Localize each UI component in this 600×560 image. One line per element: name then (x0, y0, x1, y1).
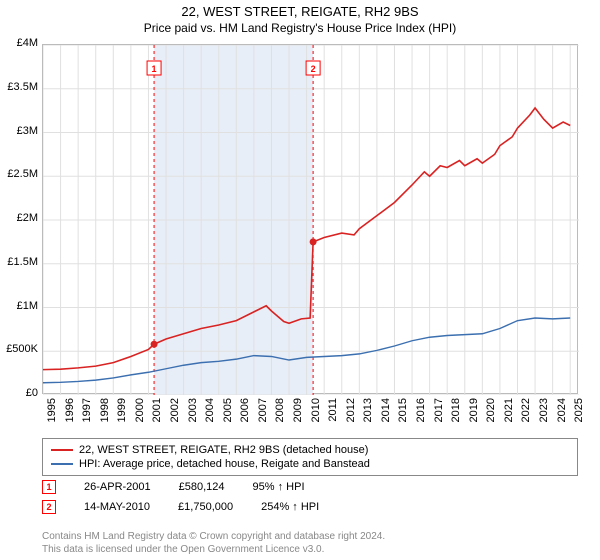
x-tick-label: 2002 (169, 398, 181, 438)
sale-row: 1 26-APR-2001 £580,124 95% ↑ HPI (42, 480, 578, 494)
footer-line: Contains HM Land Registry data © Crown c… (42, 530, 578, 543)
sale-marker-index: 2 (46, 502, 51, 512)
sale-date: 14-MAY-2010 (84, 501, 150, 513)
legend-row: 22, WEST STREET, REIGATE, RH2 9BS (detac… (51, 443, 569, 457)
svg-text:2: 2 (311, 64, 316, 74)
plot-area: 12 (42, 44, 578, 394)
sale-marker-icon: 1 (42, 480, 56, 494)
x-tick-label: 2022 (520, 398, 532, 438)
x-tick-label: 1999 (116, 398, 128, 438)
x-tick-label: 2000 (134, 398, 146, 438)
svg-text:1: 1 (152, 64, 157, 74)
footer-line: This data is licensed under the Open Gov… (42, 543, 578, 556)
legend-swatch-icon (51, 449, 73, 451)
sale-vs-hpi: 254% ↑ HPI (261, 501, 319, 513)
y-tick-label: £4M (0, 37, 38, 49)
x-tick-label: 2006 (239, 398, 251, 438)
x-tick-label: 2003 (187, 398, 199, 438)
x-tick-label: 2024 (556, 398, 568, 438)
legend-row: HPI: Average price, detached house, Reig… (51, 457, 569, 471)
x-tick-label: 2017 (433, 398, 445, 438)
legend-label: HPI: Average price, detached house, Reig… (79, 458, 370, 470)
sale-price: £1,750,000 (178, 501, 233, 513)
legend: 22, WEST STREET, REIGATE, RH2 9BS (detac… (42, 438, 578, 476)
x-tick-label: 2016 (415, 398, 427, 438)
x-tick-label: 2015 (397, 398, 409, 438)
chart-container: 22, WEST STREET, REIGATE, RH2 9BS Price … (0, 0, 600, 560)
x-tick-label: 1997 (81, 398, 93, 438)
x-tick-label: 2021 (503, 398, 515, 438)
y-tick-label: £2M (0, 212, 38, 224)
x-tick-label: 2020 (485, 398, 497, 438)
chart-svg: 12 (43, 45, 579, 395)
y-tick-label: £3.5M (0, 81, 38, 93)
x-tick-label: 2011 (327, 398, 339, 438)
footer: Contains HM Land Registry data © Crown c… (42, 530, 578, 556)
x-tick-label: 2014 (380, 398, 392, 438)
x-tick-label: 2008 (274, 398, 286, 438)
y-tick-label: £2.5M (0, 168, 38, 180)
x-tick-label: 2018 (450, 398, 462, 438)
x-tick-label: 2004 (204, 398, 216, 438)
x-tick-label: 1995 (46, 398, 58, 438)
sale-marker-index: 1 (46, 482, 51, 492)
legend-swatch-icon (51, 463, 73, 465)
x-tick-label: 2019 (468, 398, 480, 438)
y-tick-label: £500K (0, 343, 38, 355)
x-tick-label: 2013 (362, 398, 374, 438)
chart-subtitle: Price paid vs. HM Land Registry's House … (0, 19, 600, 41)
y-tick-label: £1.5M (0, 256, 38, 268)
sale-price: £580,124 (179, 481, 225, 493)
x-tick-label: 2009 (292, 398, 304, 438)
sale-marker-icon: 2 (42, 500, 56, 514)
x-tick-label: 2012 (345, 398, 357, 438)
y-tick-label: £1M (0, 300, 38, 312)
x-tick-label: 2005 (222, 398, 234, 438)
x-tick-label: 2010 (310, 398, 322, 438)
x-tick-label: 2025 (573, 398, 585, 438)
sale-date: 26-APR-2001 (84, 481, 151, 493)
legend-label: 22, WEST STREET, REIGATE, RH2 9BS (detac… (79, 444, 368, 456)
x-tick-label: 2023 (538, 398, 550, 438)
x-tick-label: 2007 (257, 398, 269, 438)
sale-vs-hpi: 95% ↑ HPI (253, 481, 305, 493)
x-tick-label: 1998 (99, 398, 111, 438)
y-tick-label: £3M (0, 125, 38, 137)
x-tick-label: 2001 (151, 398, 163, 438)
x-tick-label: 1996 (64, 398, 76, 438)
y-tick-label: £0 (0, 387, 38, 399)
chart-title: 22, WEST STREET, REIGATE, RH2 9BS (0, 0, 600, 19)
sale-row: 2 14-MAY-2010 £1,750,000 254% ↑ HPI (42, 500, 578, 514)
